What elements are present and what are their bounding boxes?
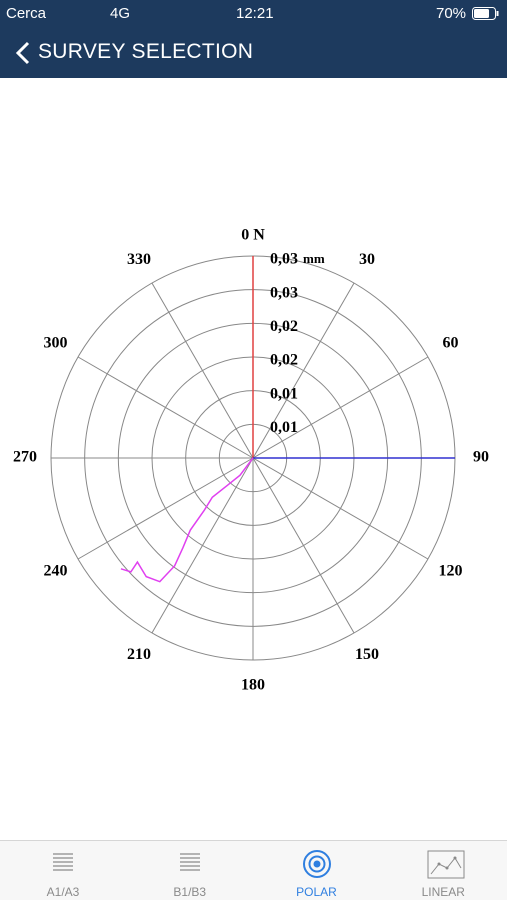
angle-label: 180	[241, 677, 265, 694]
tab-label: B1/B3	[173, 885, 207, 899]
battery-level: 70%	[436, 5, 467, 22]
status-bar: Cerca 4G 12:21 70%	[0, 0, 507, 28]
angle-label: 30	[359, 251, 375, 268]
angle-label: 210	[127, 646, 151, 663]
clock: 12:21	[236, 5, 274, 22]
radial-label: 0,01	[270, 419, 298, 436]
polar-chart: 0 N 30 60 90 120 150 180 210 240 270 300 330 0,01 0,0…	[13, 227, 489, 694]
tab-label: LINEAR	[421, 885, 465, 899]
tab-bar: A1/A3 B1/B3 POLAR LINEAR	[0, 840, 507, 900]
angle-label: 330	[127, 251, 151, 268]
angle-label: 90	[473, 449, 489, 466]
angle-label: 0 N	[241, 227, 265, 244]
network: 4G	[110, 5, 131, 22]
radial-unit: mm	[303, 251, 325, 266]
radial-label: 0,01	[270, 385, 298, 402]
tab-icon	[302, 850, 331, 878]
angle-label: 240	[44, 563, 68, 580]
radial-label: 0,02	[270, 318, 298, 335]
radial-label: 0,02	[270, 352, 298, 369]
grid-spoke	[77, 356, 254, 459]
radial-label: 0,03	[270, 284, 298, 301]
tab-icon	[179, 853, 200, 871]
grid-spoke	[252, 457, 429, 560]
angle-label: 270	[13, 449, 37, 466]
battery-icon	[472, 7, 499, 20]
tab[interactable]: B1/B3	[127, 841, 253, 901]
tab[interactable]: A1/A3	[0, 841, 126, 901]
tab-label: A1/A3	[46, 885, 80, 899]
nav-bar: SURVEY SELECTION	[0, 28, 507, 78]
back-icon[interactable]	[14, 40, 34, 66]
grid-spoke	[77, 457, 254, 560]
grid-spoke	[252, 457, 355, 634]
grid-spoke	[151, 282, 254, 459]
angle-label: 60	[442, 335, 458, 352]
grid-spoke	[151, 457, 254, 634]
grid-spoke	[252, 356, 429, 459]
nav-title[interactable]: SURVEY SELECTION	[38, 40, 254, 63]
angle-label: 300	[44, 335, 68, 352]
tab-icon	[53, 853, 73, 871]
grid-spoke	[252, 282, 355, 459]
angle-label: 150	[355, 646, 379, 663]
tab-label: POLAR	[296, 885, 337, 899]
data-line	[120, 457, 254, 583]
tab-icon	[427, 850, 465, 879]
tab[interactable]: LINEAR	[380, 841, 506, 901]
tab[interactable]: POLAR	[254, 841, 380, 901]
carrier: Cerca	[6, 5, 47, 22]
angle-label: 120	[438, 563, 462, 580]
radial-label: 0,03	[270, 251, 298, 268]
